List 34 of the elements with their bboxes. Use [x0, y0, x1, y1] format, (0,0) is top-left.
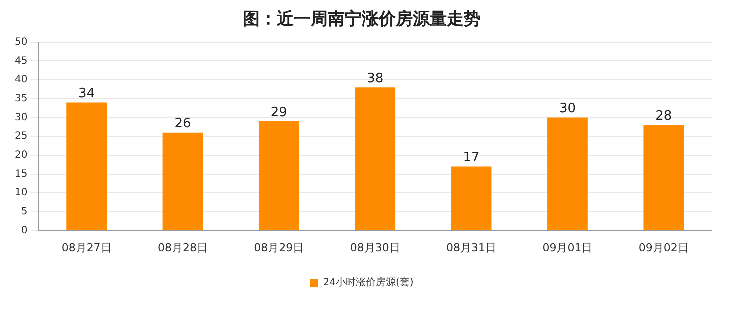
x-tick-label: 08月30日: [350, 241, 400, 254]
data-label: 30: [559, 102, 576, 117]
bar: [162, 132, 204, 230]
bar: [644, 125, 684, 230]
y-tick-label: 10: [14, 188, 28, 199]
legend-label: 24小时涨价房源(套): [323, 276, 414, 289]
data-label: 34: [78, 86, 96, 102]
y-tick-label: 5: [21, 206, 28, 218]
bar: [451, 166, 492, 230]
data-label: 28: [656, 109, 672, 124]
y-tick-label: 20: [14, 150, 28, 162]
y-tick-label: 25: [14, 131, 28, 142]
x-tick-label: 08月29日: [254, 241, 304, 254]
x-tick-label: 08月27日: [62, 241, 112, 254]
bar: [355, 88, 396, 230]
bar: [548, 118, 588, 230]
data-label: 38: [367, 71, 384, 86]
y-tick-label: 50: [14, 36, 28, 48]
y-tick-label: 45: [14, 56, 28, 67]
x-tick-label: 08月31日: [446, 241, 497, 254]
y-tick-label: 35: [14, 94, 28, 105]
x-tick-label: 09月02日: [638, 241, 689, 254]
bar: [258, 122, 300, 230]
y-tick-label: 15: [14, 168, 28, 180]
y-tick-label: 0: [21, 225, 28, 236]
x-tick-label: 09月01日: [542, 241, 593, 254]
chart-title: 图：近一周南宁涨价房源量走势: [243, 10, 481, 30]
data-label: 17: [463, 150, 480, 166]
y-tick-label: 40: [14, 74, 28, 86]
data-label: 29: [270, 105, 288, 120]
x-tick-label: 08月28日: [158, 241, 208, 254]
y-tick-label: 30: [14, 112, 28, 124]
bar: [66, 102, 108, 230]
data-label: 26: [174, 116, 192, 132]
